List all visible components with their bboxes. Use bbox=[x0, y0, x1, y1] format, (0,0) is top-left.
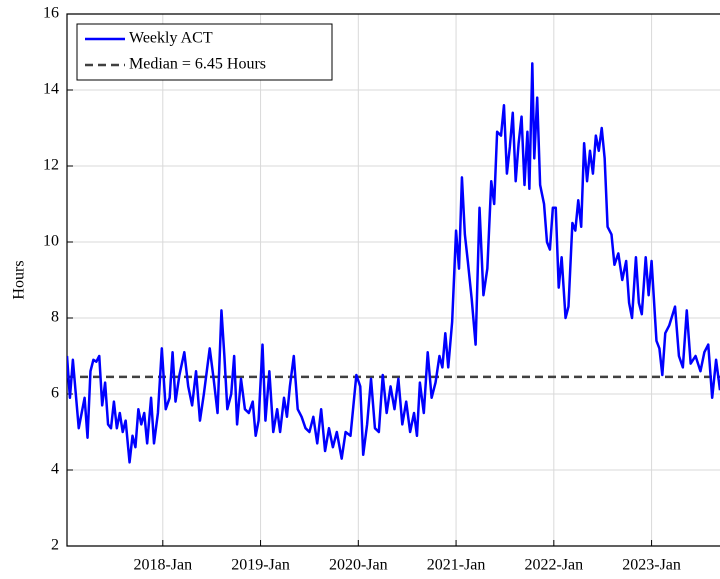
x-tick-label: 2020-Jan bbox=[329, 557, 388, 574]
x-tick-label: 2021-Jan bbox=[427, 557, 486, 574]
legend-label: Median = 6.45 Hours bbox=[129, 56, 266, 73]
series-line bbox=[67, 62, 720, 464]
y-tick-label: 10 bbox=[43, 233, 59, 250]
y-tick-label: 16 bbox=[43, 5, 59, 22]
y-tick-label: 12 bbox=[43, 157, 59, 174]
x-tick-label: 2019-Jan bbox=[231, 557, 290, 574]
y-tick-label: 4 bbox=[51, 461, 59, 478]
x-tick-label: 2018-Jan bbox=[133, 557, 192, 574]
y-tick-label: 2 bbox=[51, 537, 59, 554]
plot-area bbox=[67, 62, 720, 464]
y-tick-label: 14 bbox=[43, 81, 59, 98]
y-tick-label: 8 bbox=[51, 309, 59, 326]
y-axis-label: Hours bbox=[11, 260, 28, 299]
x-tick-label: 2023-Jan bbox=[622, 557, 681, 574]
axes-frame bbox=[66, 13, 720, 547]
legend-box bbox=[76, 23, 333, 81]
x-tick-label: 2022-Jan bbox=[524, 557, 583, 574]
y-tick-label: 6 bbox=[51, 385, 59, 402]
legend-label: Weekly ACT bbox=[129, 30, 213, 47]
